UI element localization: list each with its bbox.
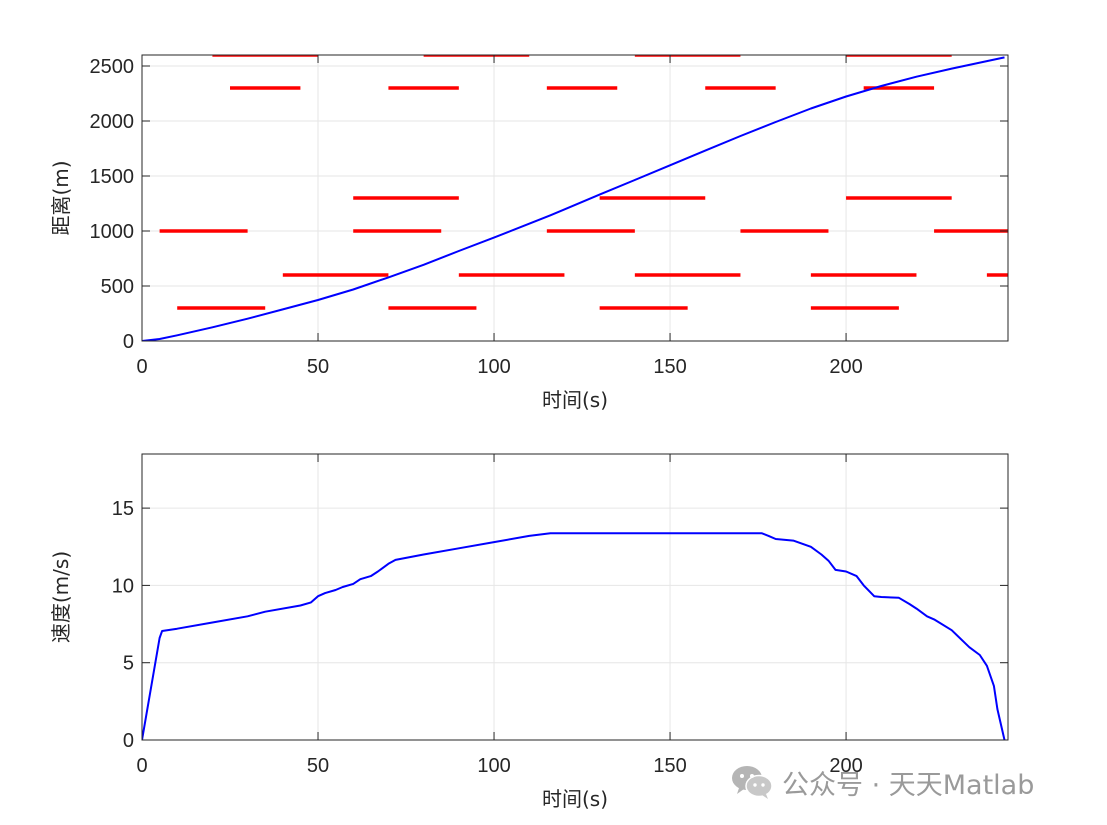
x-tick-label: 200: [829, 755, 862, 777]
x-tick-label: 150: [653, 755, 686, 777]
y-tick-label: 500: [101, 276, 134, 298]
y-axis-title: 速度(m/s): [49, 551, 73, 643]
y-tick-label: 2000: [90, 111, 135, 133]
wechat-icon: [732, 766, 773, 799]
distance-chart: 0 50 100 150 20005001000150020002500时间(s)距离(…: [49, 54, 1009, 412]
x-tick-label: 150: [653, 356, 686, 378]
x-tick-label: 200: [829, 356, 862, 378]
y-tick-label: 0: [123, 331, 134, 353]
x-tick-label: 0: [136, 755, 147, 777]
watermark: 公众号 · 天天Matlab: [730, 762, 1034, 802]
y-tick-label: 5: [123, 653, 134, 675]
y-tick-label: 10: [112, 575, 134, 597]
x-tick-label: 50: [307, 356, 329, 378]
y-axis-title: 距离(m): [49, 160, 73, 235]
speed-chart: 0 50 100 150 200 0 5 10 15 时间(s) 速度(m/s): [49, 453, 1009, 811]
y-tick-label: 1000: [90, 221, 135, 243]
axes-box: [141, 54, 1009, 342]
y-tick-label: 1500: [90, 166, 135, 188]
y-tick-label: 15: [112, 498, 134, 520]
watermark-text: 公众号 · 天天Matlab: [782, 769, 1035, 801]
axes-box: [141, 453, 1009, 741]
x-tick-label: 100: [477, 755, 510, 777]
y-tick-label: 0: [123, 730, 134, 752]
series-line: [142, 532, 1006, 740]
x-tick-label: 50: [307, 755, 329, 777]
x-tick-label: 100: [477, 356, 510, 378]
y-tick-label: 2500: [90, 56, 135, 78]
x-axis-title: 时间(s): [542, 787, 608, 811]
series-line: [142, 56, 1005, 341]
x-axis-title: 时间(s): [542, 388, 608, 412]
x-tick-label: 0: [136, 356, 147, 378]
segments: [159, 55, 1008, 310]
